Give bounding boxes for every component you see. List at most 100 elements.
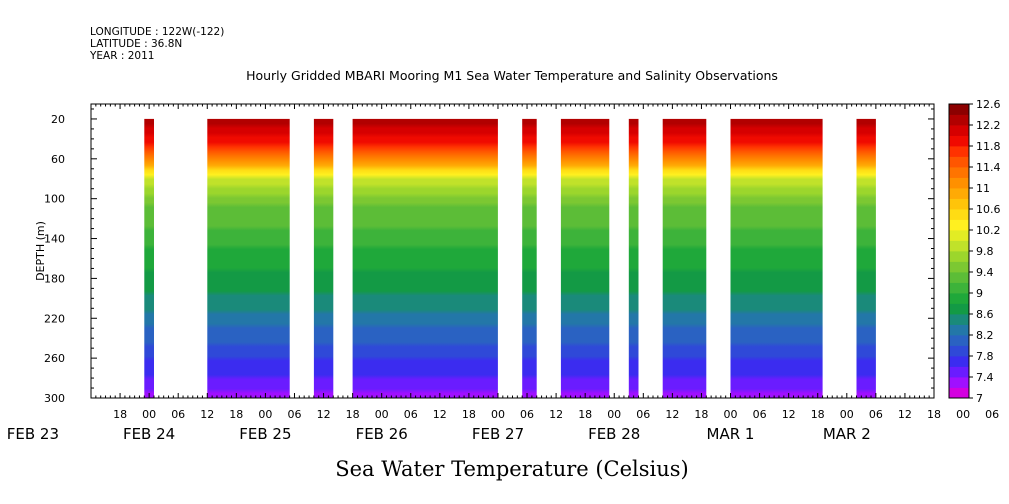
x-hour-label: 12 <box>549 408 563 421</box>
colorbar-band <box>949 177 969 189</box>
y-tick-label: 140 <box>44 233 65 246</box>
x-day-label: FEB 24 <box>123 425 175 443</box>
data-segment-6 <box>560 118 610 398</box>
x-hour-label: 00 <box>956 408 970 421</box>
x-hour-label: 06 <box>404 408 418 421</box>
x-hour-label: 06 <box>636 408 650 421</box>
x-hour-label: 06 <box>171 408 185 421</box>
x-hour-label: 00 <box>724 408 738 421</box>
colorbar: 12.6 12.2 11.8 11.4 11 10.6 10.2 9.8 9.4 9 8.6 8.2 7… <box>948 98 1001 405</box>
colorbar-label: 7 <box>976 392 983 405</box>
colorbar-label: 9.8 <box>976 245 994 258</box>
colorbar-label: 11.4 <box>976 161 1001 174</box>
colorbar-band <box>949 356 969 367</box>
x-hour-label: 18 <box>229 408 243 421</box>
colorbar-band <box>949 135 969 147</box>
colorbar-label: 12.2 <box>976 119 1001 132</box>
x-day-label: MAR 2 <box>823 425 871 443</box>
x-hour-label: 06 <box>288 408 302 421</box>
y-axis-label: DEPTH (m) <box>34 221 47 281</box>
colorbar-label: 9.4 <box>976 266 994 279</box>
colorbar-label: 7.4 <box>976 371 994 384</box>
chart-title: Hourly Gridded MBARI Mooring M1 Sea Wate… <box>246 68 778 83</box>
colorbar-band <box>949 303 969 315</box>
x-hour-label: 00 <box>375 408 389 421</box>
data-segment-7 <box>628 118 639 398</box>
data-segment-1 <box>144 118 154 398</box>
x-hour-label: 12 <box>317 408 331 421</box>
y-tick-label: 20 <box>51 113 65 126</box>
x-day-label: FEB 27 <box>472 425 524 443</box>
x-hour-label: 00 <box>491 408 505 421</box>
x-hour-label: 00 <box>142 408 156 421</box>
axes: 20 60 100 140 180 220 260 300 18 00 06 12 18 00 06 12 18… <box>7 104 999 443</box>
colorbar-band <box>949 261 969 273</box>
x-day-label: FEB 28 <box>588 425 640 443</box>
x-hour-label: 00 <box>840 408 854 421</box>
colorbar-band <box>949 293 969 304</box>
data-segment-5 <box>522 118 537 398</box>
colorbar-band <box>949 167 969 178</box>
x-hour-label: 12 <box>898 408 912 421</box>
colorbar-band <box>949 146 969 157</box>
x-day-label: FEB 23 <box>7 425 59 443</box>
x-hour-label: 18 <box>346 408 360 421</box>
colorbar-band <box>949 156 969 168</box>
colorbar-band <box>949 282 969 294</box>
colorbar-label: 7.8 <box>976 350 994 363</box>
x-hour-label: 06 <box>869 408 883 421</box>
x-hour-label: 12 <box>782 408 796 421</box>
colorbar-label: 8.2 <box>976 329 994 342</box>
variable-label: Sea Water Temperature (Celsius) <box>335 457 689 481</box>
colorbar-label: 9 <box>976 287 983 300</box>
colorbar-band <box>949 198 969 210</box>
x-hour-label: 12 <box>665 408 679 421</box>
x-hour-label: 06 <box>985 408 999 421</box>
x-hour-label: 12 <box>433 408 447 421</box>
colorbar-band <box>949 377 969 388</box>
colorbar-label: 10.2 <box>976 224 1001 237</box>
colorbar-label: 11.8 <box>976 140 1001 153</box>
colorbar-band <box>949 125 969 136</box>
colorbar-band <box>949 387 969 399</box>
colorbar-band <box>949 104 969 115</box>
x-hour-label: 18 <box>113 408 127 421</box>
colorbar-band <box>949 335 969 346</box>
x-day-label: FEB 26 <box>356 425 408 443</box>
colorbar-label: 11 <box>976 182 990 195</box>
colorbar-band <box>949 230 969 241</box>
x-hour-label: 12 <box>200 408 214 421</box>
longitude-label: LONGITUDE : 122W(-122) <box>90 26 224 38</box>
x-hour-label: 00 <box>258 408 272 421</box>
y-tick-label: 100 <box>44 193 65 206</box>
y-tick-label: 220 <box>44 312 65 325</box>
plot-area <box>144 118 876 398</box>
y-tick-label: 60 <box>51 153 65 166</box>
x-hour-label: 18 <box>694 408 708 421</box>
x-hour-label: 18 <box>927 408 941 421</box>
data-segment-9 <box>730 118 823 398</box>
x-hour-label: 18 <box>578 408 592 421</box>
x-hour-label: 18 <box>462 408 476 421</box>
x-hour-label: 06 <box>520 408 534 421</box>
x-day-label: FEB 25 <box>239 425 291 443</box>
colorbar-band <box>949 219 969 231</box>
colorbar-band <box>949 240 969 252</box>
latitude-label: LATITUDE : 36.8N <box>90 38 182 50</box>
colorbar-band <box>949 314 969 325</box>
x-day-label: MAR 1 <box>707 425 755 443</box>
colorbar-band <box>949 251 969 262</box>
data-segment-2 <box>207 118 290 398</box>
data-segment-3 <box>313 118 334 398</box>
data-segment-4 <box>352 118 498 398</box>
x-hour-label: 06 <box>753 408 767 421</box>
year-label: YEAR : 2011 <box>89 50 154 62</box>
x-hour-label: 18 <box>811 408 825 421</box>
colorbar-band <box>949 272 969 283</box>
colorbar-band <box>949 366 969 378</box>
data-segment-8 <box>662 118 707 398</box>
colorbar-band <box>949 114 969 126</box>
colorbar-band <box>949 209 969 220</box>
y-tick-label: 260 <box>44 352 65 365</box>
